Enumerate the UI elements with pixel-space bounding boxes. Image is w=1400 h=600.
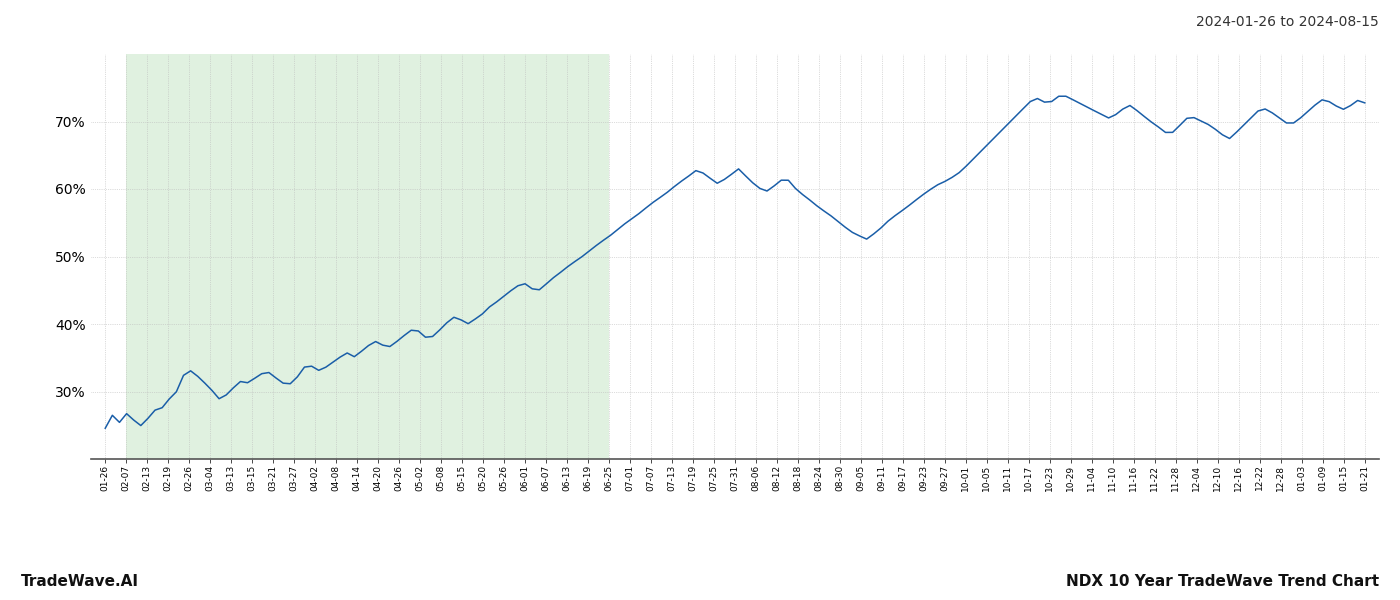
Text: 2024-01-26 to 2024-08-15: 2024-01-26 to 2024-08-15 [1196,15,1379,29]
Text: NDX 10 Year TradeWave Trend Chart: NDX 10 Year TradeWave Trend Chart [1065,574,1379,589]
Text: TradeWave.AI: TradeWave.AI [21,574,139,589]
Bar [126,54,609,459]
